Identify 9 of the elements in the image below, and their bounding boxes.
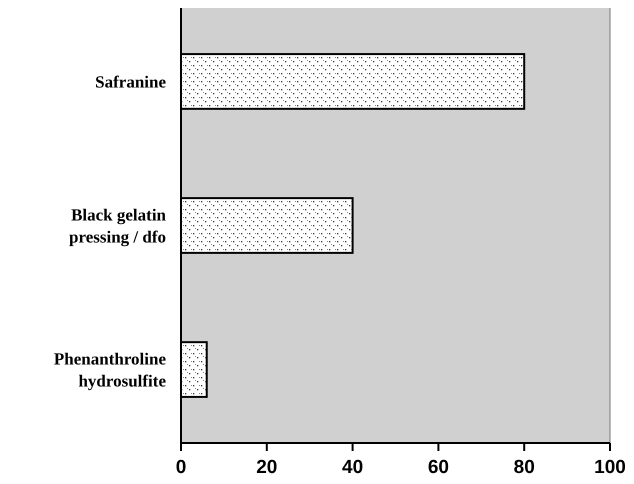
x-tick-label: 100 bbox=[594, 457, 626, 478]
x-tick-label: 40 bbox=[342, 457, 364, 478]
y-tick-label: Safranine bbox=[95, 72, 166, 92]
x-tick-label: 0 bbox=[176, 457, 186, 478]
x-tick-label: 60 bbox=[428, 457, 449, 478]
x-tick-label: 80 bbox=[514, 457, 535, 478]
x-tick-label: 20 bbox=[256, 457, 278, 478]
y-tick-label: Black gelatin pressing / dfo bbox=[69, 206, 167, 246]
y-tick-label: Phenanthroline hydrosulfite bbox=[54, 350, 166, 391]
